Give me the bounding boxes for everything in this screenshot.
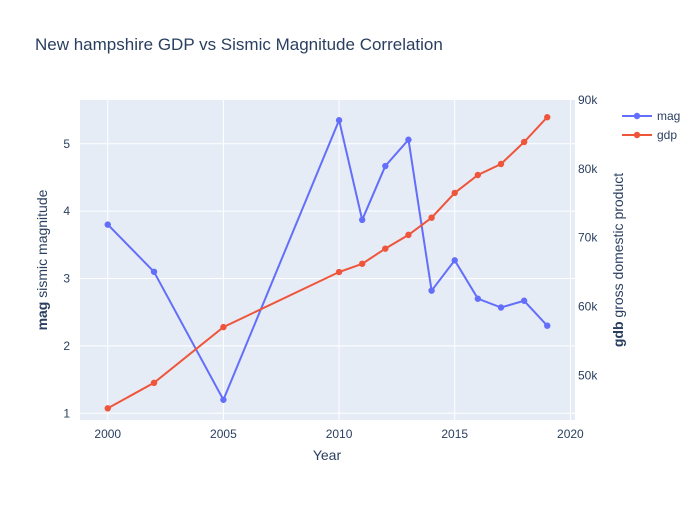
grid-lines: [80, 100, 575, 420]
data-point-mag[interactable]: [405, 136, 412, 143]
y2-tick-label: 80k: [578, 162, 598, 176]
y2-axis-title: gdb gross domestic product: [610, 173, 626, 347]
y-tick-label: 1: [63, 406, 70, 420]
data-point-gdp[interactable]: [358, 260, 366, 267]
data-point-mag[interactable]: [520, 297, 528, 304]
y-tick-label: 5: [63, 137, 70, 151]
data-point-gdp[interactable]: [150, 379, 158, 387]
data-point-mag[interactable]: [104, 221, 111, 228]
data-point-gdp[interactable]: [544, 114, 551, 121]
x-tick-label: 2010: [326, 427, 353, 441]
legend[interactable]: mag gdp: [622, 109, 680, 142]
data-point-mag[interactable]: [382, 162, 389, 170]
legend-marker-icon: [633, 131, 641, 139]
x-tick-label: 2005: [210, 427, 237, 441]
data-point-mag[interactable]: [451, 257, 458, 264]
data-point-mag[interactable]: [544, 322, 551, 329]
data-point-gdp[interactable]: [474, 171, 482, 179]
y-tick-label: 2: [63, 339, 70, 353]
data-point-gdp[interactable]: [405, 231, 412, 239]
data-point-gdp[interactable]: [382, 245, 389, 252]
series-layer: [104, 114, 551, 412]
data-point-gdp[interactable]: [520, 138, 528, 146]
x-tick-label: 2020: [557, 427, 584, 441]
y2-axis-title-rest: gross domestic product: [610, 173, 626, 322]
data-point-mag[interactable]: [428, 287, 435, 294]
legend-label: gdp: [657, 128, 677, 142]
y2-tick-label: 60k: [578, 299, 598, 313]
chart-title: New hampshire GDP vs Sismic Magnitude Co…: [35, 35, 443, 54]
data-point-mag[interactable]: [150, 268, 158, 275]
data-point-mag[interactable]: [335, 117, 343, 124]
y-tick-label: 3: [63, 272, 70, 286]
legend-item-mag[interactable]: mag: [622, 109, 680, 123]
data-point-gdp[interactable]: [428, 214, 435, 221]
y2-tick-label: 90k: [578, 93, 598, 107]
legend-item-gdp[interactable]: gdp: [622, 128, 677, 142]
y-axis-title: mag sismic magnitude: [34, 189, 50, 330]
y2-axis-title-bold: gdb: [610, 321, 626, 347]
x-axis-title: Year: [313, 447, 342, 463]
y-tick-label: 4: [63, 204, 70, 218]
legend-marker-icon: [633, 112, 641, 120]
y-axis-title-bold: mag: [34, 302, 50, 331]
data-point-mag[interactable]: [358, 216, 366, 224]
y-axis-title-rest: sismic magnitude: [34, 189, 50, 301]
data-point-gdp[interactable]: [497, 160, 505, 168]
tick-labels: 2000 2005 2010 2015 2020 1 2 3 4 5 50k 60k 70k 80k 90k: [63, 93, 598, 441]
x-tick-label: 2000: [94, 427, 121, 441]
data-point-gdp[interactable]: [104, 405, 111, 412]
y2-tick-label: 50k: [578, 368, 598, 382]
data-point-gdp[interactable]: [335, 268, 343, 276]
data-point-gdp[interactable]: [451, 189, 458, 197]
data-point-gdp[interactable]: [220, 323, 227, 331]
data-point-mag[interactable]: [474, 295, 482, 302]
x-tick-label: 2015: [441, 427, 468, 441]
plot-area[interactable]: [80, 100, 575, 420]
data-point-mag[interactable]: [497, 304, 505, 311]
y2-tick-label: 70k: [578, 231, 598, 245]
data-point-mag[interactable]: [220, 396, 227, 403]
legend-label: mag: [657, 109, 680, 123]
